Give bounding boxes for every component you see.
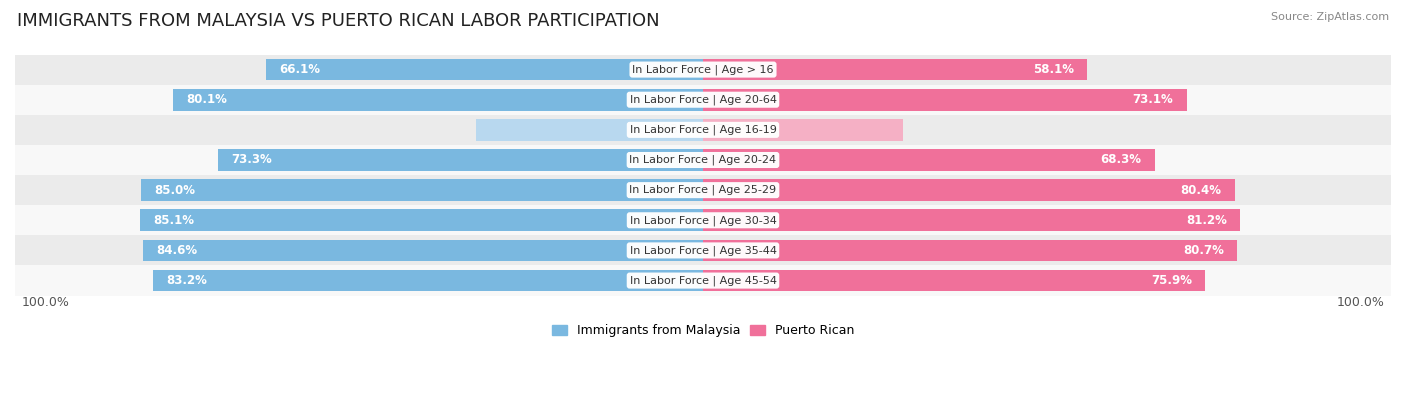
Bar (8, 235, 1398, 265)
Text: IMMIGRANTS FROM MALAYSIA VS PUERTO RICAN LABOR PARTICIPATION: IMMIGRANTS FROM MALAYSIA VS PUERTO RICAN… (17, 12, 659, 30)
Bar (703, 89, 1187, 111)
Text: In Labor Force | Age 20-64: In Labor Force | Age 20-64 (630, 94, 776, 105)
Text: 68.3%: 68.3% (1101, 154, 1142, 167)
Bar (8, 115, 1398, 145)
Bar (8, 145, 1398, 175)
Bar (173, 89, 703, 111)
Bar (703, 270, 1205, 292)
Bar (703, 119, 904, 141)
Text: In Labor Force | Age 35-44: In Labor Force | Age 35-44 (630, 245, 776, 256)
Text: 34.3%: 34.3% (652, 123, 690, 136)
Text: 80.7%: 80.7% (1182, 244, 1223, 257)
Text: In Labor Force | Age > 16: In Labor Force | Age > 16 (633, 64, 773, 75)
Text: In Labor Force | Age 30-34: In Labor Force | Age 30-34 (630, 215, 776, 226)
Text: 58.1%: 58.1% (1033, 63, 1074, 76)
Text: In Labor Force | Age 25-29: In Labor Force | Age 25-29 (630, 185, 776, 196)
Bar (153, 270, 703, 292)
Bar (266, 59, 703, 81)
Text: In Labor Force | Age 20-24: In Labor Force | Age 20-24 (630, 155, 776, 165)
Text: 30.3%: 30.3% (716, 123, 754, 136)
Text: 100.0%: 100.0% (1337, 295, 1385, 308)
Bar (141, 179, 703, 201)
Text: 100.0%: 100.0% (21, 295, 69, 308)
Bar (703, 59, 1087, 81)
Text: 73.3%: 73.3% (232, 154, 273, 167)
Bar (143, 240, 703, 261)
Legend: Immigrants from Malaysia, Puerto Rican: Immigrants from Malaysia, Puerto Rican (547, 320, 859, 342)
Text: 80.4%: 80.4% (1181, 184, 1222, 197)
Text: 85.1%: 85.1% (153, 214, 194, 227)
Text: 80.1%: 80.1% (187, 93, 228, 106)
Bar (703, 240, 1237, 261)
Bar (703, 179, 1234, 201)
Text: 66.1%: 66.1% (278, 63, 321, 76)
Bar (218, 149, 703, 171)
Bar (8, 205, 1398, 235)
Text: 84.6%: 84.6% (156, 244, 198, 257)
Text: 85.0%: 85.0% (153, 184, 195, 197)
Bar (477, 119, 703, 141)
Text: In Labor Force | Age 16-19: In Labor Force | Age 16-19 (630, 124, 776, 135)
Text: 83.2%: 83.2% (166, 274, 207, 287)
Bar (703, 209, 1240, 231)
Bar (8, 85, 1398, 115)
Bar (8, 55, 1398, 85)
Text: 81.2%: 81.2% (1187, 214, 1227, 227)
Bar (141, 209, 703, 231)
Bar (8, 265, 1398, 295)
Text: Source: ZipAtlas.com: Source: ZipAtlas.com (1271, 12, 1389, 22)
Bar (703, 149, 1154, 171)
Text: 75.9%: 75.9% (1152, 274, 1192, 287)
Text: In Labor Force | Age 45-54: In Labor Force | Age 45-54 (630, 275, 776, 286)
Bar (8, 175, 1398, 205)
Text: 73.1%: 73.1% (1133, 93, 1174, 106)
